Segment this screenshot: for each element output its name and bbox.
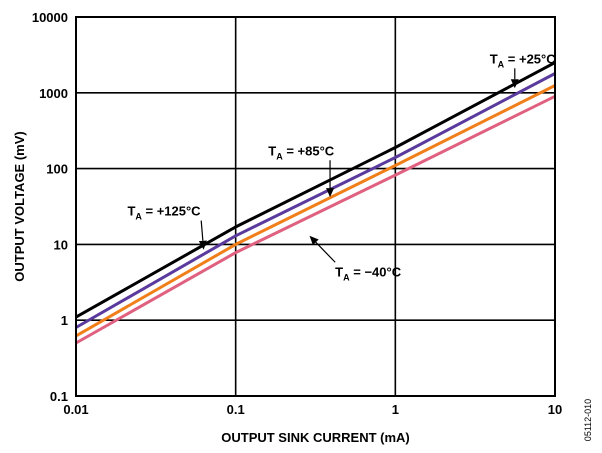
annotation-label: TA = +125°C	[127, 204, 201, 222]
annotation-label: TA = +85°C	[268, 143, 335, 161]
plot-frame	[75, 16, 556, 397]
x-tick-label: 10	[548, 402, 562, 417]
y-tick-label: 10000	[32, 10, 68, 25]
annotation-arrow	[200, 220, 204, 241]
y-tick-label: 10	[54, 237, 68, 252]
x-axis-title: OUTPUT SINK CURRENT (mA)	[221, 430, 410, 445]
x-tick-label: 0.01	[63, 402, 88, 417]
annotation-arrowhead	[198, 240, 207, 250]
y-tick-label: 1	[61, 313, 68, 328]
x-tick-labels: 0.01 0.1 1 10	[63, 402, 562, 417]
annotation-arrowhead	[326, 188, 335, 198]
y-tick-label: 1000	[39, 86, 68, 101]
series-line	[75, 61, 556, 319]
y-axis-title: OUTPUT VOLTAGE (mV)	[12, 131, 27, 281]
x-tick-label: 0.1	[227, 402, 245, 417]
x-tick-label: 1	[392, 402, 399, 417]
annotations: TA = +25°C TA = +85°C TA = +125°C TA = −40°…	[127, 51, 556, 282]
figure-id: 05112-010	[583, 399, 593, 441]
y-tick-label: 100	[46, 162, 68, 177]
annotation-label: TA = −40°C	[335, 264, 402, 282]
annotation-arrowhead	[510, 79, 519, 89]
annotation-label: TA = +25°C	[490, 51, 557, 69]
y-tick-labels: 0.1 1 10 100 1000 10000	[32, 10, 68, 404]
series-line	[75, 84, 556, 338]
annotation-arrow	[315, 241, 336, 263]
y-tick-label: 0.1	[50, 389, 68, 404]
grid	[76, 17, 555, 396]
series-line	[75, 72, 556, 329]
annotation-arrowhead	[309, 235, 319, 246]
series-line	[75, 94, 556, 345]
series-group	[75, 61, 556, 345]
